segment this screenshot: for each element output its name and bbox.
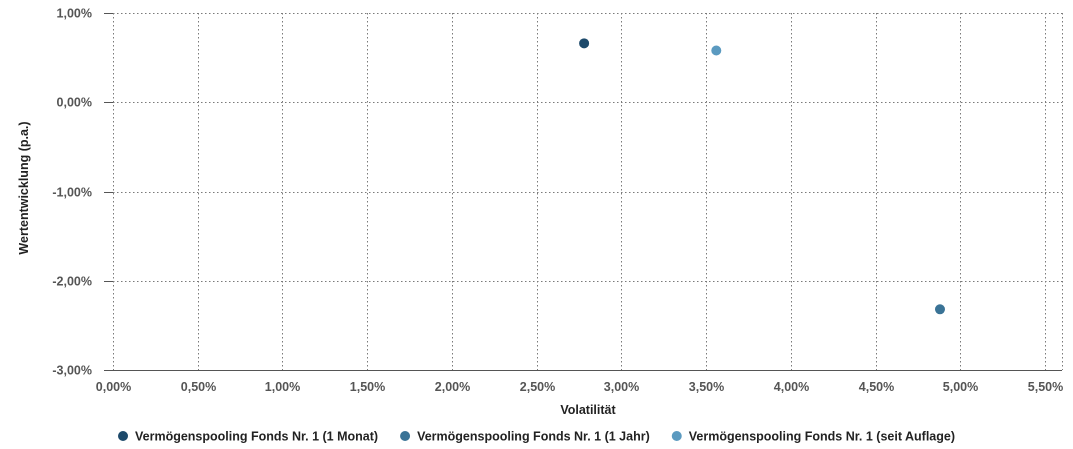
legend-marker: [671, 431, 682, 441]
x-tick-label: 0,00%: [96, 380, 131, 394]
x-tick-label: 3,00%: [604, 380, 639, 394]
scatter-point: [934, 304, 945, 315]
x-tick-label: 5,00%: [943, 380, 978, 394]
x-tick-label: 5,50%: [1028, 380, 1063, 394]
scatter-point: [711, 45, 722, 56]
scatter-point: [579, 38, 590, 49]
y-tick-label: 0,00%: [57, 96, 92, 110]
legend-item[interactable]: Vermögenspooling Fonds Nr. 1 (1 Jahr): [400, 430, 650, 444]
y-tick-label: -1,00%: [52, 186, 92, 200]
legend-marker: [400, 431, 411, 441]
data-points: [579, 38, 945, 315]
x-axis-title: Volatilität: [560, 403, 616, 417]
grid-lines: [113, 13, 1063, 371]
y-tick-label: -3,00%: [52, 364, 92, 378]
legend-item[interactable]: Vermögenspooling Fonds Nr. 1 (seit Aufla…: [671, 430, 955, 444]
legend: Vermögenspooling Fonds Nr. 1 (1 Monat) Ve…: [117, 430, 955, 444]
x-tick-label: 1,50%: [350, 380, 385, 394]
y-tick-label: 1,00%: [57, 7, 92, 21]
tick-labels: 1,00% 0,00% -1,00% -2,00% -3,00% 0,00% 0,50% 1,…: [52, 7, 1063, 395]
legend-label: Vermögenspooling Fonds Nr. 1 (1 Monat): [135, 430, 378, 444]
legend-item[interactable]: Vermögenspooling Fonds Nr. 1 (1 Monat): [117, 430, 378, 444]
legend-marker: [117, 431, 128, 441]
x-tick-label: 2,00%: [435, 380, 470, 394]
x-tick-label: 3,50%: [689, 380, 724, 394]
x-tick-label: 2,50%: [520, 380, 555, 394]
y-axis-title: Wertentwicklung (p.a.): [17, 121, 31, 254]
x-tick-label: 1,00%: [265, 380, 300, 394]
x-tick-label: 4,50%: [859, 380, 894, 394]
x-tick-label: 0,50%: [181, 380, 216, 394]
x-tick-label: 4,00%: [774, 380, 809, 394]
legend-label: Vermögenspooling Fonds Nr. 1 (seit Aufla…: [689, 430, 955, 444]
legend-label: Vermögenspooling Fonds Nr. 1 (1 Jahr): [417, 430, 650, 444]
y-tick-label: -2,00%: [52, 275, 92, 289]
axes: [104, 13, 1062, 371]
